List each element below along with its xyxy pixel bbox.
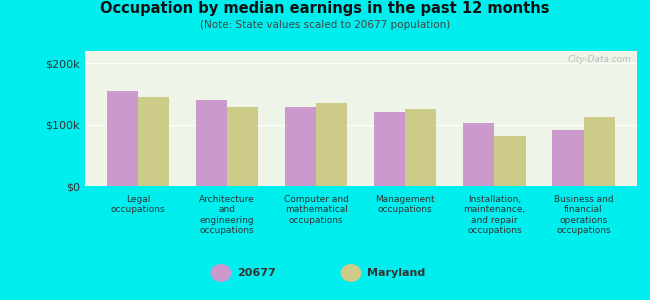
Bar (107, 91, 138, 186)
Bar (196, 100, 227, 186)
Bar (552, 130, 584, 186)
Text: Occupation by median earnings in the past 12 months: Occupation by median earnings in the pas… (100, 2, 550, 16)
Text: Legal
occupations: Legal occupations (111, 195, 165, 214)
Text: Maryland: Maryland (367, 268, 426, 278)
Bar (463, 123, 495, 186)
Text: Management
occupations: Management occupations (376, 195, 435, 214)
Text: (Note: State values scaled to 20677 population): (Note: State values scaled to 20677 popu… (200, 20, 450, 29)
Bar (138, 97, 169, 186)
Bar (495, 136, 526, 186)
Text: 20677: 20677 (237, 268, 276, 278)
Bar (227, 107, 258, 186)
Text: Architecture
and
engineering
occupations: Architecture and engineering occupations (199, 195, 255, 235)
Text: City-Data.com: City-Data.com (567, 55, 632, 64)
Bar (316, 103, 347, 186)
Bar (406, 109, 437, 186)
Bar (584, 117, 615, 186)
Bar (374, 112, 406, 186)
Text: Computer and
mathematical
occupations: Computer and mathematical occupations (284, 195, 348, 225)
Bar (285, 107, 316, 186)
Text: Installation,
maintenance,
and repair
occupations: Installation, maintenance, and repair oc… (463, 195, 526, 235)
Text: Business and
financial
operations
occupations: Business and financial operations occupa… (554, 195, 614, 235)
